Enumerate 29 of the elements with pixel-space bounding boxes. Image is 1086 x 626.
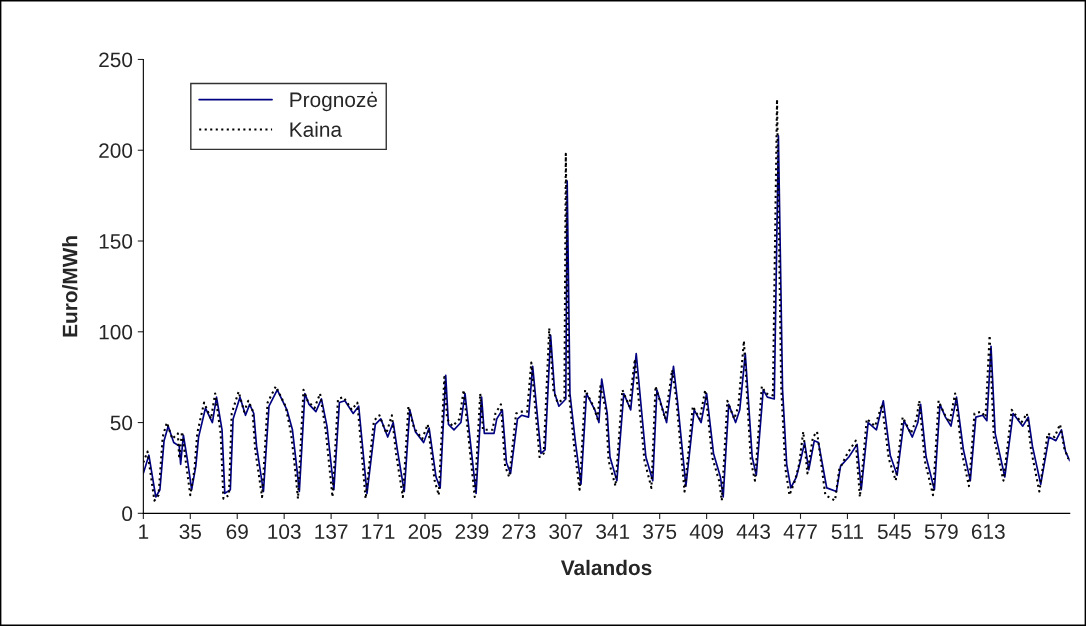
x-tick-label: 511 (831, 524, 864, 540)
y-tick-label: 50 (110, 415, 133, 431)
legend-label: Kaina (290, 121, 343, 137)
y-tick-label: 0 (122, 506, 133, 522)
x-tick-label: 273 (502, 524, 536, 540)
x-tick-label: 545 (877, 524, 911, 540)
x-tick-label: 35 (179, 524, 202, 540)
x-tick-label: 341 (596, 524, 630, 540)
x-axis-title: Valandos (560, 559, 652, 576)
y-tick-label: 150 (99, 234, 133, 249)
x-tick-label: 477 (783, 524, 817, 539)
y-axis-title: Euro/MWh (62, 236, 78, 337)
x-tick-label: 137 (315, 524, 348, 540)
y-tick-label: 100 (99, 324, 133, 340)
x-tick-label: 239 (455, 524, 489, 540)
x-tick-label: 307 (549, 524, 583, 540)
x-tick-label: 579 (924, 524, 958, 540)
x-tick-label: 205 (408, 524, 442, 540)
x-tick-label: 613 (971, 524, 1005, 540)
x-tick-label: 375 (643, 524, 677, 540)
x-tick-label: 69 (226, 524, 248, 540)
x-tick-label: 409 (689, 524, 724, 540)
y-tick-label: 250 (99, 52, 133, 68)
x-tick-label: 171 (362, 524, 395, 539)
x-tick-label: 103 (268, 524, 301, 540)
y-tick-label: 200 (99, 143, 133, 158)
x-tick-label: 1 (139, 524, 149, 539)
legend-label: Prognozė (290, 91, 377, 112)
x-tick-label: 443 (736, 524, 771, 540)
